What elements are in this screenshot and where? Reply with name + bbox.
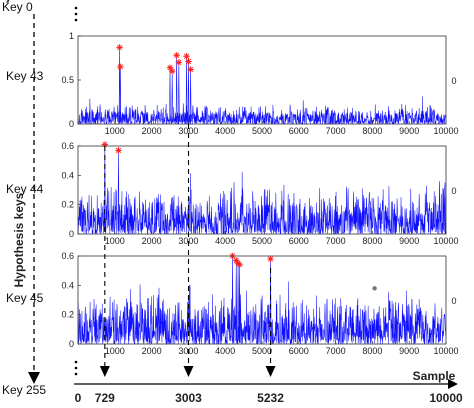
panel-b: 0100020003000400050006000700080009000100… — [0, 0, 459, 246]
peak-marker — [169, 68, 176, 75]
x-tick-label: 7000 — [326, 346, 346, 356]
x-tick-label: 10000 — [433, 346, 458, 356]
x-tick-label: 1000 — [105, 346, 125, 356]
x-tick-label: 9000 — [399, 346, 419, 356]
peak-marker — [267, 255, 274, 263]
series-line — [77, 255, 447, 345]
peak-marker — [173, 52, 180, 59]
sample-mark-label: 3003 — [175, 391, 202, 405]
y-tick-label: 0 — [69, 229, 74, 239]
sample-guide-arrow — [265, 366, 276, 377]
series-line — [77, 47, 447, 125]
x-tick-label: 10000 — [433, 236, 458, 246]
x-tick-label: 4000 — [215, 126, 235, 136]
x-tick-label: 9000 — [399, 126, 419, 136]
sample-zero-label: 0 — [75, 391, 82, 405]
panel-b-y-ticks: 0 0.2 0.4 0.6 — [61, 141, 81, 239]
gray-point — [372, 286, 377, 291]
panel-c-series — [77, 255, 447, 345]
x-tick-label: 0 — [451, 296, 456, 306]
sample-mark-labels: 729 3003 5232 — [95, 391, 284, 405]
y-tick-label: 0.5 — [61, 75, 74, 85]
peak-marker — [175, 59, 183, 66]
x-tick-label: 2000 — [142, 236, 162, 246]
x-tick-label: 8000 — [362, 126, 382, 136]
panel-b-label: b) — [0, 0, 11, 3]
key-43-label: Key 43 — [6, 69, 44, 83]
x-tick-label: 6000 — [289, 236, 309, 246]
y-tick-label: 0.6 — [61, 141, 74, 151]
panel-c-y-ticks: 0 0.2 0.4 0.6 — [61, 251, 81, 349]
x-tick-label: 5000 — [252, 126, 272, 136]
sample-mark-label: 5232 — [257, 391, 284, 405]
sample-guides — [99, 124, 276, 377]
x-tick-label: 1000 — [105, 236, 125, 246]
y-tick-label: 0.4 — [61, 170, 74, 180]
panel-c-label: c) — [0, 0, 10, 3]
peak-marker — [185, 58, 192, 65]
x-tick-label: 6000 — [289, 126, 309, 136]
panel-b-series — [77, 144, 447, 235]
sample-axis: Sample 0 10000 729 3003 5232 — [74, 369, 463, 405]
hypothesis-keys-label: Hypothesis keys — [12, 192, 26, 287]
panel-c-peaks — [229, 252, 377, 291]
x-tick-label: 7000 — [326, 236, 346, 246]
x-tick-label: 8000 — [362, 236, 382, 246]
sample-guide-arrow — [183, 366, 194, 377]
x-tick-label: 5000 — [252, 236, 272, 246]
x-tick-label: 4000 — [215, 346, 235, 356]
key-44-label: Key 44 — [6, 182, 44, 196]
panel-a-peaks — [116, 44, 194, 75]
panel-a-x-ticks: 0 1000 2000 3000 4000 5000 6000 7000 8000 9000 100… — [77, 76, 459, 136]
x-tick-label: 9000 — [399, 236, 419, 246]
x-tick-label: 7000 — [326, 126, 346, 136]
key-45-label: Key 45 — [6, 291, 44, 305]
y-tick-label: 0 — [69, 119, 74, 129]
peak-marker — [187, 66, 194, 73]
peak-marker — [166, 64, 174, 71]
y-tick-label: 0.2 — [61, 310, 74, 320]
x-tick-label: 5000 — [252, 346, 272, 356]
y-tick-label: 0.6 — [61, 251, 74, 261]
x-tick-label: 2000 — [142, 126, 162, 136]
y-tick-label: 0 — [69, 339, 74, 349]
x-tick-label: 1000 — [105, 126, 125, 136]
x-tick-label: 3000 — [178, 126, 198, 136]
panel-a-series — [77, 47, 447, 125]
x-tick-label: 10000 — [433, 126, 458, 136]
hypothesis-keys-axis: Hypothesis keys Key 0 Key 43 Key 44 Key … — [2, 0, 46, 397]
peak-marker — [117, 63, 124, 70]
peak-marker — [116, 44, 123, 51]
sample-guide-arrow — [99, 366, 110, 377]
panel-a-label: a) — [0, 0, 11, 3]
key-255-label: Key 255 — [2, 383, 46, 397]
panel-a-y-ticks: 00.51 — [61, 31, 81, 129]
peak-marker — [183, 53, 190, 60]
peak-marker — [115, 147, 122, 154]
x-tick-label: 0 — [451, 186, 456, 196]
y-tick-label: 1 — [69, 31, 74, 41]
x-tick-label: 2000 — [142, 346, 162, 356]
series-line — [77, 144, 447, 235]
sample-mark-label: 729 — [95, 391, 115, 405]
y-tick-label: 0.4 — [61, 280, 74, 290]
x-tick-label: 0 — [451, 76, 456, 86]
x-tick-label: 8000 — [362, 346, 382, 356]
y-tick-label: 0.2 — [61, 200, 74, 210]
x-tick-label: 4000 — [215, 236, 235, 246]
sample-axis-label: Sample — [413, 369, 456, 383]
key-0-label: Key 0 — [2, 0, 33, 14]
continuation-dots — [74, 6, 78, 376]
sample-max-label: 10000 — [429, 391, 463, 405]
x-tick-label: 6000 — [289, 346, 309, 356]
peak-marker — [236, 261, 243, 268]
